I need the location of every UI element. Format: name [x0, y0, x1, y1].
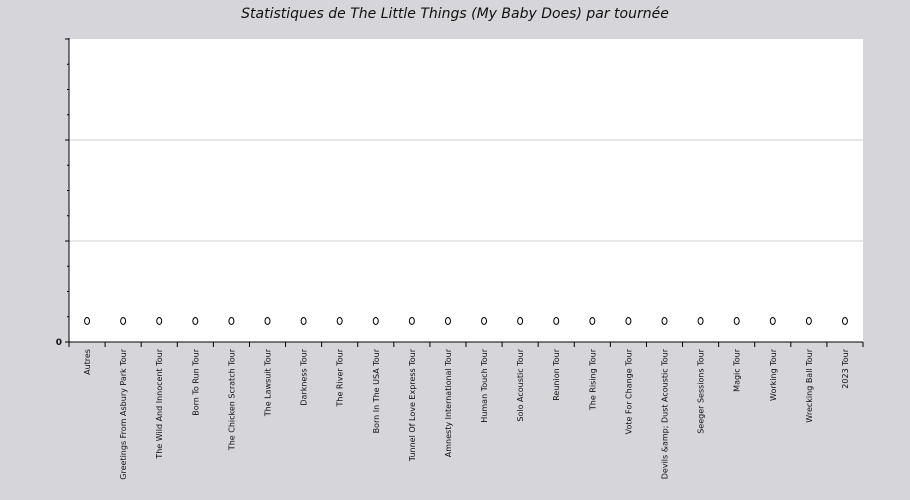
x-tick-label: Tunnel Of Love Express Tour — [408, 348, 417, 462]
grid-lines — [69, 139, 863, 242]
x-tick-label: Human Touch Tour — [480, 348, 489, 422]
data-point-10 — [444, 317, 451, 325]
data-point-11 — [481, 317, 488, 325]
data-point-12 — [517, 317, 524, 325]
data-point-7 — [336, 317, 343, 325]
y-tick-label-0: 0 — [56, 338, 62, 348]
data-point-6 — [300, 317, 307, 325]
data-point-13 — [553, 317, 560, 325]
chart-title: Statistiques de The Little Things (My Ba… — [241, 6, 669, 22]
x-tick-label: The River Tour — [336, 348, 345, 407]
axes — [65, 38, 864, 347]
data-point-14 — [589, 317, 596, 325]
x-tick-label: Wrecking Ball Tour — [805, 348, 814, 422]
x-tick-label: Autres — [83, 349, 92, 375]
data-point-5 — [264, 317, 271, 325]
x-tick-label: The Rising Tour — [588, 348, 597, 411]
data-point-8 — [372, 317, 379, 325]
data-point-18 — [733, 317, 740, 325]
x-tick-label: Solo Acoustic Tour — [516, 348, 525, 421]
x-tick-label: Born To Run Tour — [191, 348, 200, 415]
x-tick-label: Darkness Tour — [300, 348, 309, 405]
x-tick-label: Amnesty International Tour — [444, 348, 453, 457]
x-tick-label: 2023 Tour — [841, 348, 850, 388]
x-tick-label: The Lawsuit Tour — [264, 348, 273, 417]
data-point-3 — [192, 317, 199, 325]
data-point-16 — [661, 317, 668, 325]
data-point-2 — [156, 317, 163, 325]
x-tick-label: Magic Tour — [733, 348, 742, 392]
x-tick-label: The Chicken Scratch Tour — [227, 348, 236, 451]
x-tick-label: Working Tour — [769, 348, 778, 401]
x-tick-label: Vote For Change Tour — [624, 348, 633, 434]
x-tick-label: The Wild And Innocent Tour — [155, 348, 164, 459]
x-tick-label: Reunion Tour — [552, 348, 561, 400]
x-tick-label: Greetings From Asbury Park Tour — [119, 348, 128, 479]
x-tick-label: Seeger Sessions Tour — [697, 348, 706, 433]
data-point-1 — [120, 317, 127, 325]
plot-area — [69, 39, 863, 342]
data-points — [84, 317, 848, 325]
data-point-0 — [84, 317, 91, 325]
x-tick-label: Born In The USA Tour — [372, 348, 381, 433]
x-tick-label: Devils &amp; Dust Acoustic Tour — [661, 348, 670, 479]
data-point-21 — [841, 317, 848, 325]
data-point-20 — [805, 317, 812, 325]
data-point-17 — [697, 317, 704, 325]
data-point-4 — [228, 317, 235, 325]
data-point-19 — [769, 317, 776, 325]
data-point-9 — [408, 317, 415, 325]
x-tick-labels: Autres Greetings From Asbury Park Tour The… — [83, 348, 850, 479]
data-point-15 — [625, 317, 632, 325]
